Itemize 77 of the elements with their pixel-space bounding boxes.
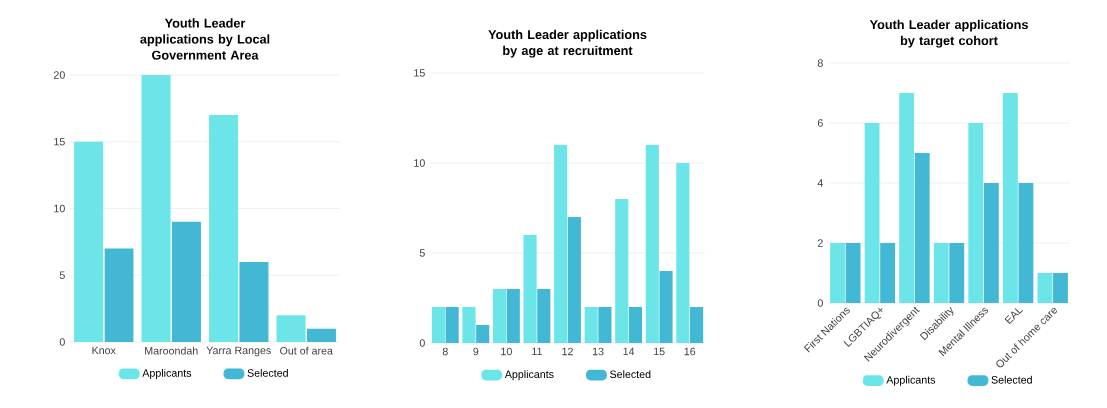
x-tick-label: Out of area [280,346,333,355]
chart-title: Youth Leader applications by Local Government Area [140,18,270,60]
bar [659,271,673,343]
bar [615,199,629,343]
y-tick-label: 10 [414,159,425,167]
bar [1053,273,1068,303]
bar [914,153,930,303]
y-tick-label: 8 [817,59,823,67]
bar [567,217,581,343]
bar [445,307,459,343]
y-tick-label: 15 [414,69,425,77]
bar [554,145,568,343]
bar [1002,93,1018,303]
y-tick-label: 0 [419,339,425,347]
y-tick-label: 10 [54,204,65,213]
legend-label: Applicants [504,370,554,381]
bar [276,315,306,342]
bar [1018,183,1034,303]
bar [864,123,880,303]
x-tick-label: 14 [623,347,635,356]
bar [431,307,445,343]
x-tick-label: 9 [473,347,479,356]
chart-title: Youth Leader applications by target cohort [869,19,1028,48]
bar [598,307,612,343]
x-tick-label: 11 [532,347,542,356]
y-tick-label: 2 [817,239,823,247]
y-tick-label: 5 [419,249,425,257]
bar [523,235,537,343]
y-tick-label: 20 [53,71,65,79]
bar [239,261,269,342]
legend-label: Selected [991,375,1032,384]
bar [1037,273,1053,303]
bar [676,163,690,343]
bar [845,243,861,303]
legend-label: Applicants [142,368,192,379]
bar [628,307,643,343]
bar [209,115,239,342]
bar [537,289,551,343]
bar [949,243,965,303]
bar [476,325,490,343]
bar [104,248,134,342]
y-tick-label: 6 [817,119,823,127]
chart-title: Youth Leader applications by age at recruitment [488,29,647,58]
bar [899,93,915,303]
bar [584,307,598,343]
x-tick-label: 12 [562,347,573,356]
bar [306,328,336,342]
legend-label: Selected [247,368,288,377]
bar [933,243,949,303]
bar [880,243,896,303]
bar [645,145,659,343]
bar [968,123,984,303]
bar [506,289,520,343]
x-tick-label: 10 [501,347,512,356]
y-tick-label: 15 [54,138,65,146]
x-tick-label: 16 [684,347,696,356]
bar [462,307,476,343]
x-tick-label: 13 [592,347,604,356]
x-tick-label: Yarra Ranges [206,346,271,357]
x-tick-label: 8 [442,347,448,356]
legend-label: Selected [610,370,651,379]
bar [830,243,845,303]
x-tick-label: Knox [92,346,116,355]
bar [492,289,507,343]
y-tick-label: 5 [59,271,65,279]
x-tick-label: Maroondah [145,346,198,355]
bar [690,307,704,343]
y-tick-label: 0 [817,299,823,307]
bar [171,221,201,342]
x-tick-label: 15 [654,347,665,356]
x-tick-label: EAL [1004,308,1024,325]
legend-label: Applicants [886,375,936,386]
bar [983,183,999,303]
y-tick-label: 0 [59,338,65,346]
y-tick-label: 4 [817,179,823,187]
bar [141,75,171,342]
bar [74,141,104,342]
